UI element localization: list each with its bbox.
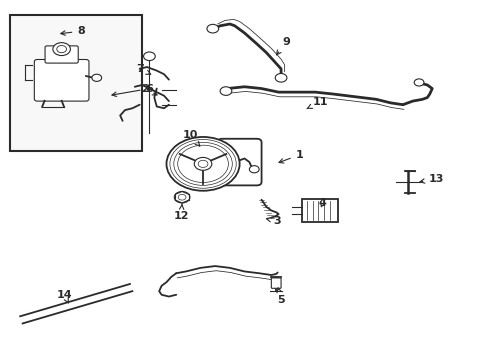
Bar (10, 15, 142, 151)
Circle shape (220, 87, 231, 95)
Circle shape (275, 73, 286, 82)
Text: 13: 13 (419, 174, 443, 184)
FancyBboxPatch shape (45, 46, 78, 63)
FancyBboxPatch shape (34, 59, 89, 101)
Text: 5: 5 (276, 288, 285, 305)
Text: 8: 8 (61, 26, 85, 36)
Circle shape (206, 24, 218, 33)
Text: 3: 3 (266, 216, 281, 226)
Bar (301, 199, 338, 222)
FancyBboxPatch shape (271, 278, 281, 288)
FancyBboxPatch shape (217, 139, 261, 185)
Circle shape (249, 166, 259, 173)
Text: 9: 9 (276, 37, 289, 55)
Text: 2: 2 (141, 84, 157, 95)
Circle shape (178, 194, 185, 200)
Circle shape (57, 45, 66, 53)
Circle shape (166, 137, 239, 191)
Text: 12: 12 (173, 205, 188, 221)
Circle shape (413, 79, 423, 86)
Circle shape (53, 42, 70, 55)
Text: 1: 1 (279, 150, 303, 163)
Circle shape (198, 160, 207, 167)
Circle shape (92, 74, 102, 81)
Circle shape (174, 192, 189, 203)
Text: 10: 10 (182, 130, 200, 146)
Text: 7: 7 (136, 64, 150, 74)
Text: 6: 6 (112, 84, 153, 96)
Circle shape (194, 157, 211, 170)
Text: 14: 14 (56, 290, 72, 303)
Circle shape (143, 52, 155, 60)
Text: 11: 11 (306, 97, 327, 109)
Text: 4: 4 (318, 198, 326, 208)
